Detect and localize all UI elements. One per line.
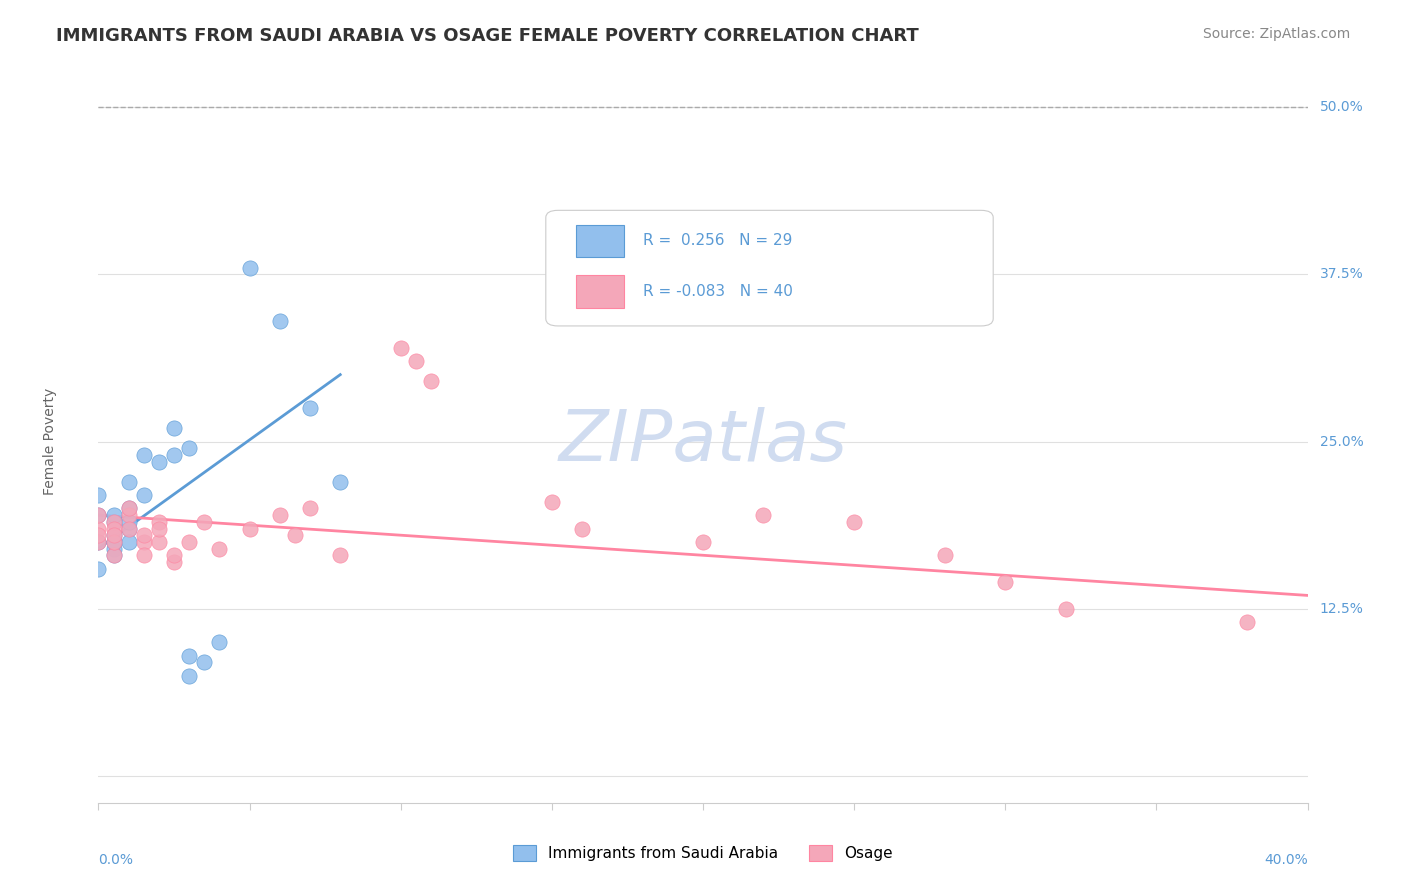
Point [193,515,215,529]
Point [118,501,141,516]
Point [87,508,110,523]
Point [844,515,866,529]
Point [163,421,186,435]
Point [389,341,412,355]
Text: R =  0.256   N = 29: R = 0.256 N = 29 [643,233,792,248]
Point [87,535,110,549]
Point [118,515,141,529]
FancyBboxPatch shape [576,276,624,308]
Point [1054,602,1077,616]
Text: Source: ZipAtlas.com: Source: ZipAtlas.com [1202,27,1350,41]
Point [692,535,714,549]
Point [103,535,125,549]
Point [103,528,125,542]
Text: IMMIGRANTS FROM SAUDI ARABIA VS OSAGE FEMALE POVERTY CORRELATION CHART: IMMIGRANTS FROM SAUDI ARABIA VS OSAGE FE… [56,27,920,45]
Point [540,494,562,508]
Point [299,501,322,516]
Point [103,515,125,529]
Point [239,521,262,535]
Point [148,455,170,469]
Point [103,528,125,542]
Point [87,535,110,549]
Point [103,548,125,563]
Point [118,521,141,535]
Point [405,354,427,368]
Point [148,515,170,529]
Point [103,548,125,563]
Point [87,488,110,502]
Point [118,535,141,549]
Point [179,669,201,683]
Point [571,521,593,535]
Text: 50.0%: 50.0% [1320,100,1364,114]
Text: 12.5%: 12.5% [1320,602,1364,615]
Point [163,555,186,569]
Text: Female Poverty: Female Poverty [44,388,58,495]
Point [118,521,141,535]
Point [284,528,307,542]
Point [132,488,155,502]
Point [1236,615,1258,630]
Point [118,501,141,516]
Point [752,508,775,523]
Point [118,475,141,489]
Point [269,508,291,523]
Text: R = -0.083   N = 40: R = -0.083 N = 40 [643,284,793,299]
Point [193,655,215,669]
Text: 25.0%: 25.0% [1320,434,1364,449]
Point [148,521,170,535]
Point [87,508,110,523]
Text: 0.0%: 0.0% [98,854,134,867]
Point [103,515,125,529]
Point [329,548,352,563]
Point [994,575,1017,590]
Point [103,541,125,556]
Point [87,562,110,576]
Point [103,508,125,523]
Text: ZIPatlas: ZIPatlas [558,407,848,476]
Point [208,541,231,556]
FancyBboxPatch shape [576,225,624,257]
Point [163,448,186,462]
Point [239,260,262,275]
Point [163,548,186,563]
Point [269,314,291,328]
Point [179,648,201,663]
FancyBboxPatch shape [546,211,993,326]
Point [87,521,110,535]
Legend: Immigrants from Saudi Arabia, Osage: Immigrants from Saudi Arabia, Osage [508,839,898,867]
Point [148,535,170,549]
Point [87,528,110,542]
Point [132,548,155,563]
Point [103,521,125,535]
Point [329,475,352,489]
Text: 37.5%: 37.5% [1320,268,1364,281]
Point [118,508,141,523]
Point [179,535,201,549]
Point [103,535,125,549]
Point [299,401,322,416]
Point [132,535,155,549]
Point [208,635,231,649]
Point [420,375,443,389]
Text: 40.0%: 40.0% [1264,854,1308,867]
Point [934,548,956,563]
Point [132,448,155,462]
Point [132,528,155,542]
Point [179,442,201,455]
